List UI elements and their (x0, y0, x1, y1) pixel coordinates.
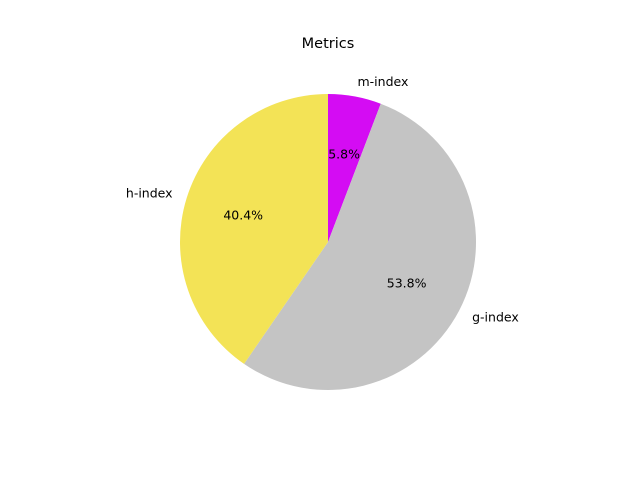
percent-label-h-index: 40.4% (223, 208, 263, 223)
pie-labels: m-index 5.8% g-index 53.8% h-index 40.4% (126, 74, 519, 325)
chart-title: Metrics (302, 36, 355, 52)
slice-label-g-index: g-index (472, 310, 519, 325)
percent-label-m-index: 5.8% (328, 147, 360, 162)
pie-slice-g-index (244, 103, 477, 391)
pie-slices (179, 94, 477, 391)
percent-label-g-index: 53.8% (387, 275, 427, 290)
pie-slice-m-index (328, 94, 381, 242)
pie-slice-h-index (179, 94, 328, 364)
slice-label-h-index: h-index (126, 186, 173, 201)
slice-label-m-index: m-index (358, 74, 409, 89)
